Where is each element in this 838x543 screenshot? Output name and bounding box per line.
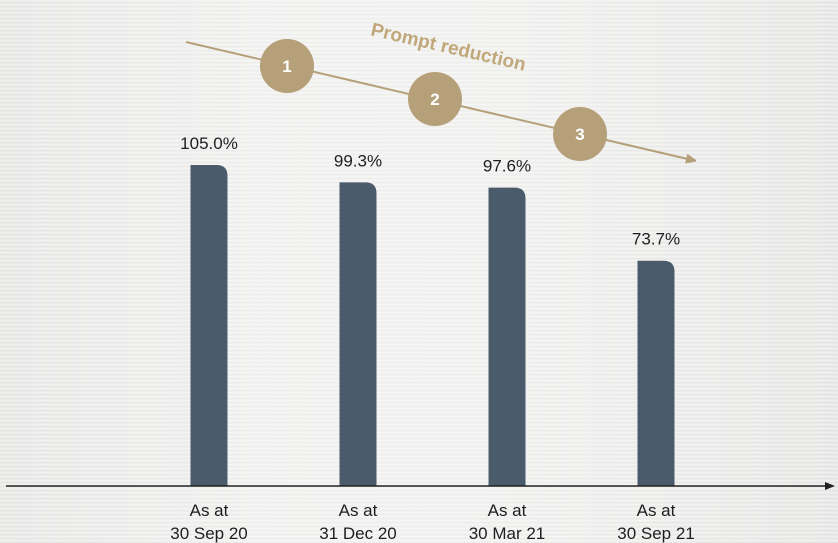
step-1-number: 1 [282, 57, 291, 76]
step-2-badge [408, 72, 462, 126]
tick-label-1-line-2: 30 Sep 20 [170, 524, 248, 543]
value-labels-group: 105.0% 99.3% 97.6% 73.7% [180, 134, 680, 249]
value-label-2: 99.3% [334, 151, 382, 170]
tick-label-1-line-1: As at [190, 501, 229, 520]
bar-2 [339, 182, 377, 486]
annotation-text: Prompt reduction [369, 20, 528, 76]
bar-1 [190, 165, 228, 486]
step-3-badge [553, 107, 607, 161]
tick-labels-group: As at 30 Sep 20 As at 31 Dec 20 As at 30 Mar … [170, 501, 695, 543]
step-1-badge [260, 39, 314, 93]
tick-label-2-line-2: 31 Dec 20 [319, 524, 397, 543]
step-3-number: 3 [575, 125, 584, 144]
prompt-reduction-annotation: Prompt reduction 1 2 3 [185, 20, 692, 161]
tick-label-2-line-1: As at [339, 501, 378, 520]
tick-label-3-line-2: 30 Mar 21 [469, 524, 546, 543]
tick-label-4-line-1: As at [637, 501, 676, 520]
bar-3 [488, 187, 526, 486]
bars-group [190, 165, 675, 486]
value-label-4: 73.7% [632, 230, 680, 249]
value-label-1: 105.0% [180, 134, 238, 153]
value-label-3: 97.6% [483, 157, 531, 176]
bar-4 [637, 260, 675, 486]
tick-label-3-line-1: As at [488, 501, 527, 520]
step-2-number: 2 [430, 90, 439, 109]
tick-label-4-line-2: 30 Sep 21 [617, 524, 695, 543]
